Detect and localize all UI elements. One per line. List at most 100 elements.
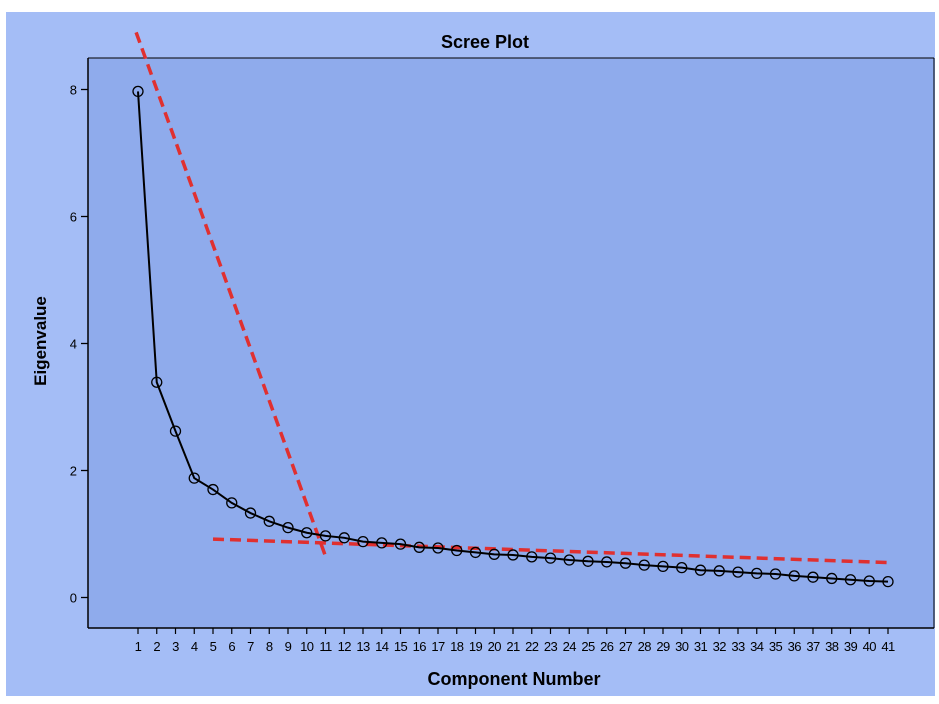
data-point — [769, 568, 782, 580]
x-tick-label: 29 — [656, 639, 670, 654]
x-tick-label: 14 — [375, 639, 389, 654]
reference-lines — [134, 31, 889, 565]
x-tick-label: 31 — [694, 639, 708, 654]
y-tick-label: 0 — [70, 591, 77, 606]
x-tick-label: 26 — [600, 639, 614, 654]
data-point — [207, 483, 219, 496]
x-tick-label: 37 — [806, 639, 820, 654]
x-tick-label: 27 — [619, 639, 633, 654]
data-point — [301, 527, 313, 539]
data-point — [226, 497, 238, 509]
x-tick-label: 16 — [413, 639, 427, 654]
x-axis-ticks: 1 2 3 4 5 6 7 8 9 10 11 12 13 14 15 16 17 18 19 20 21 22 23 24 2… — [135, 628, 896, 654]
data-point — [151, 376, 163, 388]
y-tick-label: 6 — [70, 210, 77, 225]
data-point — [882, 575, 894, 588]
x-tick-label: 23 — [544, 639, 558, 654]
data-point — [469, 546, 482, 559]
plot-area — [88, 58, 934, 628]
data-point — [188, 472, 200, 484]
data-point — [244, 507, 257, 519]
data-point — [394, 538, 407, 550]
data-point — [544, 552, 557, 564]
x-tick-label: 33 — [731, 639, 745, 654]
data-point — [619, 557, 632, 569]
data-point — [357, 535, 369, 548]
x-tick-label: 6 — [228, 639, 235, 654]
y-axis-ticks: 0 2 4 6 8 — [70, 83, 88, 606]
x-tick-label: 32 — [713, 639, 727, 654]
data-point — [376, 537, 388, 549]
x-axis-label: Component Number — [428, 669, 601, 689]
x-tick-label: 24 — [563, 639, 577, 654]
data-point — [826, 572, 838, 585]
data-point — [732, 566, 744, 578]
data-point — [638, 559, 650, 571]
x-tick-label: 12 — [338, 639, 352, 654]
eigenvalue-series — [132, 85, 894, 588]
data-point — [676, 562, 688, 574]
x-tick-label: 7 — [247, 639, 254, 654]
data-point — [413, 541, 425, 553]
data-point — [526, 551, 538, 563]
data-point — [488, 548, 500, 560]
axes — [87, 57, 935, 629]
data-point — [807, 571, 819, 583]
y-axis-label: Eigenvalue — [31, 296, 50, 386]
data-point — [582, 555, 594, 567]
x-tick-label: 22 — [525, 639, 539, 654]
chart-title: Scree Plot — [441, 32, 529, 52]
data-point — [601, 556, 613, 568]
y-tick-label: 4 — [70, 337, 77, 352]
x-tick-label: 9 — [285, 639, 292, 654]
data-point — [507, 549, 519, 561]
x-tick-label: 30 — [675, 639, 689, 654]
x-tick-label: 13 — [356, 639, 370, 654]
data-point — [282, 522, 294, 534]
x-tick-label: 35 — [769, 639, 783, 654]
x-tick-label: 20 — [488, 639, 502, 654]
data-point — [863, 575, 875, 587]
y-tick-label: 2 — [70, 464, 77, 479]
data-point — [713, 565, 725, 577]
data-point — [563, 554, 575, 566]
data-point — [432, 542, 444, 554]
x-tick-label: 4 — [191, 639, 198, 654]
x-tick-label: 11 — [319, 639, 332, 654]
x-tick-label: 8 — [266, 639, 273, 654]
x-tick-label: 36 — [788, 639, 802, 654]
data-point — [451, 544, 463, 557]
x-tick-label: 39 — [844, 639, 858, 654]
series-line — [137, 91, 889, 583]
x-tick-label: 28 — [638, 639, 652, 654]
x-tick-label: 21 — [506, 639, 520, 654]
x-tick-label: 41 — [881, 639, 895, 654]
reference-line — [134, 31, 328, 557]
x-tick-label: 34 — [750, 639, 764, 654]
data-point — [319, 530, 332, 542]
data-point — [788, 570, 800, 582]
x-tick-label: 38 — [825, 639, 839, 654]
y-tick-label: 8 — [70, 83, 77, 98]
x-tick-label: 25 — [581, 639, 595, 654]
data-point — [169, 425, 182, 437]
x-tick-label: 2 — [153, 639, 160, 654]
reference-line — [212, 537, 889, 565]
data-point — [657, 560, 669, 573]
data-point — [694, 564, 707, 576]
data-point — [844, 574, 857, 586]
x-tick-label: 3 — [172, 639, 179, 654]
x-tick-label: 19 — [469, 639, 483, 654]
x-tick-label: 5 — [210, 639, 217, 654]
data-point — [338, 532, 350, 544]
x-tick-label: 1 — [135, 639, 142, 654]
x-tick-label: 17 — [431, 639, 445, 654]
x-tick-label: 15 — [394, 639, 408, 654]
data-point — [263, 515, 275, 527]
data-point — [132, 85, 144, 98]
x-tick-label: 40 — [863, 639, 877, 654]
x-tick-label: 18 — [450, 639, 464, 654]
data-point — [751, 567, 763, 580]
